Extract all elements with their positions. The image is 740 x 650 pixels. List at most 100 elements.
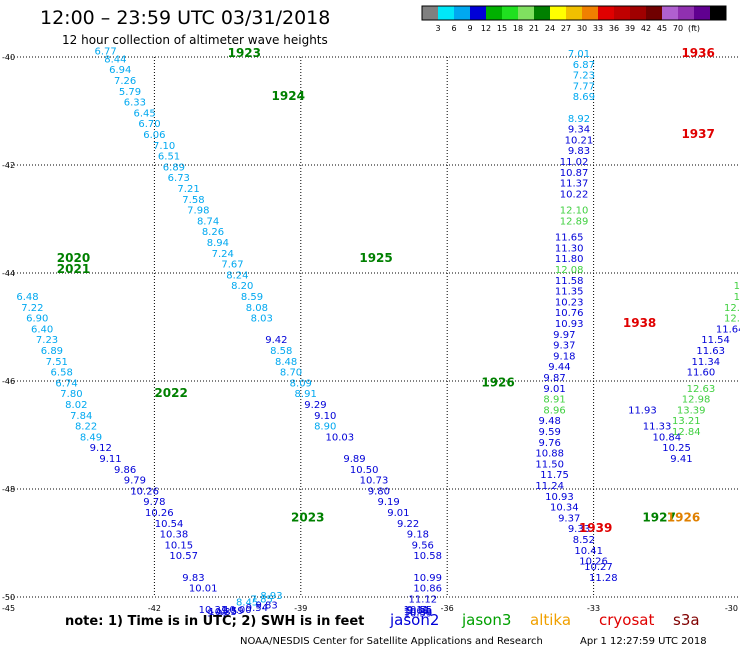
- wave-height-value: 7.21: [177, 184, 199, 195]
- wave-height-value: 6.06: [143, 130, 165, 141]
- wave-height-value: 9.22: [397, 519, 419, 530]
- wave-height-value: 12.63: [687, 384, 716, 395]
- wave-height-value: 11.37: [560, 179, 589, 190]
- satellite-legend-item: jason3: [461, 611, 511, 629]
- wave-height-value: 8.91: [295, 389, 317, 400]
- wave-height-value: 7.98: [187, 206, 209, 217]
- colorbar-swatch: [566, 6, 582, 20]
- wave-height-value: 9.56: [412, 540, 434, 551]
- satellite-legend-item: jason2: [389, 611, 439, 629]
- wave-height-value: 11.64: [716, 324, 740, 335]
- wave-height-value: 8.69: [573, 92, 595, 103]
- time-labels: 1923192419252020202120222023192619271926…: [57, 46, 715, 535]
- wave-height-value: 10.88: [535, 449, 564, 460]
- colorbar-label: 12: [481, 24, 491, 33]
- wave-height-value: 11.63: [696, 346, 725, 357]
- wave-height-value: 13.21: [672, 416, 701, 427]
- wave-height-value: 10.38: [160, 530, 189, 541]
- time-label: 1927: [642, 510, 675, 524]
- wave-height-value: 10.86: [413, 584, 442, 595]
- y-tick-label: -44: [2, 269, 15, 278]
- wave-height-value: 9.59: [221, 606, 243, 617]
- wave-height-value: 13.39: [677, 405, 706, 416]
- wave-height-value: 9.12: [90, 443, 112, 454]
- colorbar-swatch: [662, 6, 678, 20]
- wave-height-value: 6.90: [26, 314, 48, 325]
- wave-height-value: 8.58: [270, 346, 292, 357]
- satellite-legend: jason2 jason3 altika cryosat s3a: [389, 611, 700, 629]
- wave-height-value: 10.58: [413, 551, 442, 562]
- wave-height-value: 12.08: [555, 265, 584, 276]
- wave-height-value: 7.23: [36, 335, 58, 346]
- wave-height-value: 9.78: [143, 497, 165, 508]
- wave-height-value: 11.34: [692, 357, 721, 368]
- wave-height-value: 7.77: [573, 81, 595, 92]
- colorbar-label: 39: [625, 24, 635, 33]
- wave-height-value: 12.84: [672, 427, 701, 438]
- colorbar-label: (ft): [688, 24, 700, 33]
- colorbar-swatch: [614, 6, 630, 20]
- time-label: 2020: [57, 251, 90, 265]
- wave-height-value: 10.26: [145, 508, 174, 519]
- colorbar-swatch: [678, 6, 694, 20]
- colorbar-swatch: [470, 6, 486, 20]
- wave-height-value: 11.58: [555, 276, 584, 287]
- wave-height-value: 10.73: [360, 476, 389, 487]
- wave-height-value: 10.41: [574, 546, 603, 557]
- wave-height-value: 9.83: [256, 601, 278, 612]
- wave-height-value: 7.80: [60, 389, 82, 400]
- wave-height-value: 6.87: [573, 60, 595, 71]
- colorbar-label: 18: [513, 24, 523, 33]
- wave-height-value: 9.44: [548, 362, 570, 373]
- colorbar-swatch: [694, 6, 710, 20]
- wave-height-value: 8.22: [75, 422, 97, 433]
- wave-height-value: 9.18: [553, 351, 575, 362]
- colorbar-swatch: [550, 6, 566, 20]
- wave-height-value: 8.74: [197, 216, 219, 227]
- y-tick-label: -42: [2, 161, 15, 170]
- wave-height-value: 9.11: [407, 605, 429, 616]
- wave-height-value: 10.54: [155, 519, 184, 530]
- time-label: 1926: [667, 510, 700, 524]
- wave-height-value: 7.10: [153, 141, 175, 152]
- wave-height-value: 10.31: [199, 605, 228, 616]
- wave-height-value: 6.70: [138, 119, 160, 130]
- wave-height-value: 9.97: [553, 330, 575, 341]
- wave-height-value: 10.93: [555, 319, 584, 330]
- colorbar-legend: 3 6 9 12 15 18 21 24 27 30 33 36 39 42 45 70 (ft): [421, 5, 727, 33]
- time-label: 1936: [681, 46, 714, 60]
- wave-height-value: 7.01: [568, 49, 590, 60]
- colorbar-label: 70: [673, 24, 683, 33]
- wave-height-value: 9.89: [343, 454, 365, 465]
- wave-height-value: 9.33: [568, 524, 590, 535]
- wave-height-value: 7.24: [212, 249, 234, 260]
- wave-height-value: 11.54: [701, 335, 730, 346]
- wave-height-value: 8.52: [573, 535, 595, 546]
- wave-height-value: 9.19: [378, 497, 400, 508]
- wave-height-value: 8.20: [231, 281, 253, 292]
- wave-height-value: 10.21: [565, 135, 594, 146]
- colorbar-label: 27: [561, 24, 571, 33]
- time-label: 1925: [359, 251, 392, 265]
- colorbar-swatch: [454, 6, 470, 20]
- colorbar-swatch: [646, 6, 662, 20]
- wave-height-value: 8.03: [251, 314, 273, 325]
- colorbar-swatch: [502, 6, 518, 20]
- wave-height-value: 8.44: [104, 54, 126, 65]
- wave-height-value: 10.00: [223, 605, 252, 616]
- wave-height-value: 10.93: [545, 492, 574, 503]
- wave-height-value: 6.45: [134, 108, 156, 119]
- x-tick-label: -45: [2, 604, 15, 613]
- wave-height-value: 14: [734, 292, 740, 303]
- wave-height-value: 8.93: [260, 591, 282, 602]
- wave-height-value: 6.77: [94, 46, 116, 57]
- colorbar-label: 21: [529, 24, 539, 33]
- wave-height-value: 9.37: [553, 341, 575, 352]
- wave-height-value: 8.02: [65, 400, 87, 411]
- wave-height-value: 11.30: [555, 243, 584, 254]
- wave-height-value: 9.01: [387, 508, 409, 519]
- wave-height-value: 10.99: [413, 573, 442, 584]
- footer-note: note: 1) Time is in UTC; 2) SWH is in fe…: [65, 614, 364, 629]
- wave-height-value: 8.70: [280, 368, 302, 379]
- wave-height-value: 10.25: [662, 443, 691, 454]
